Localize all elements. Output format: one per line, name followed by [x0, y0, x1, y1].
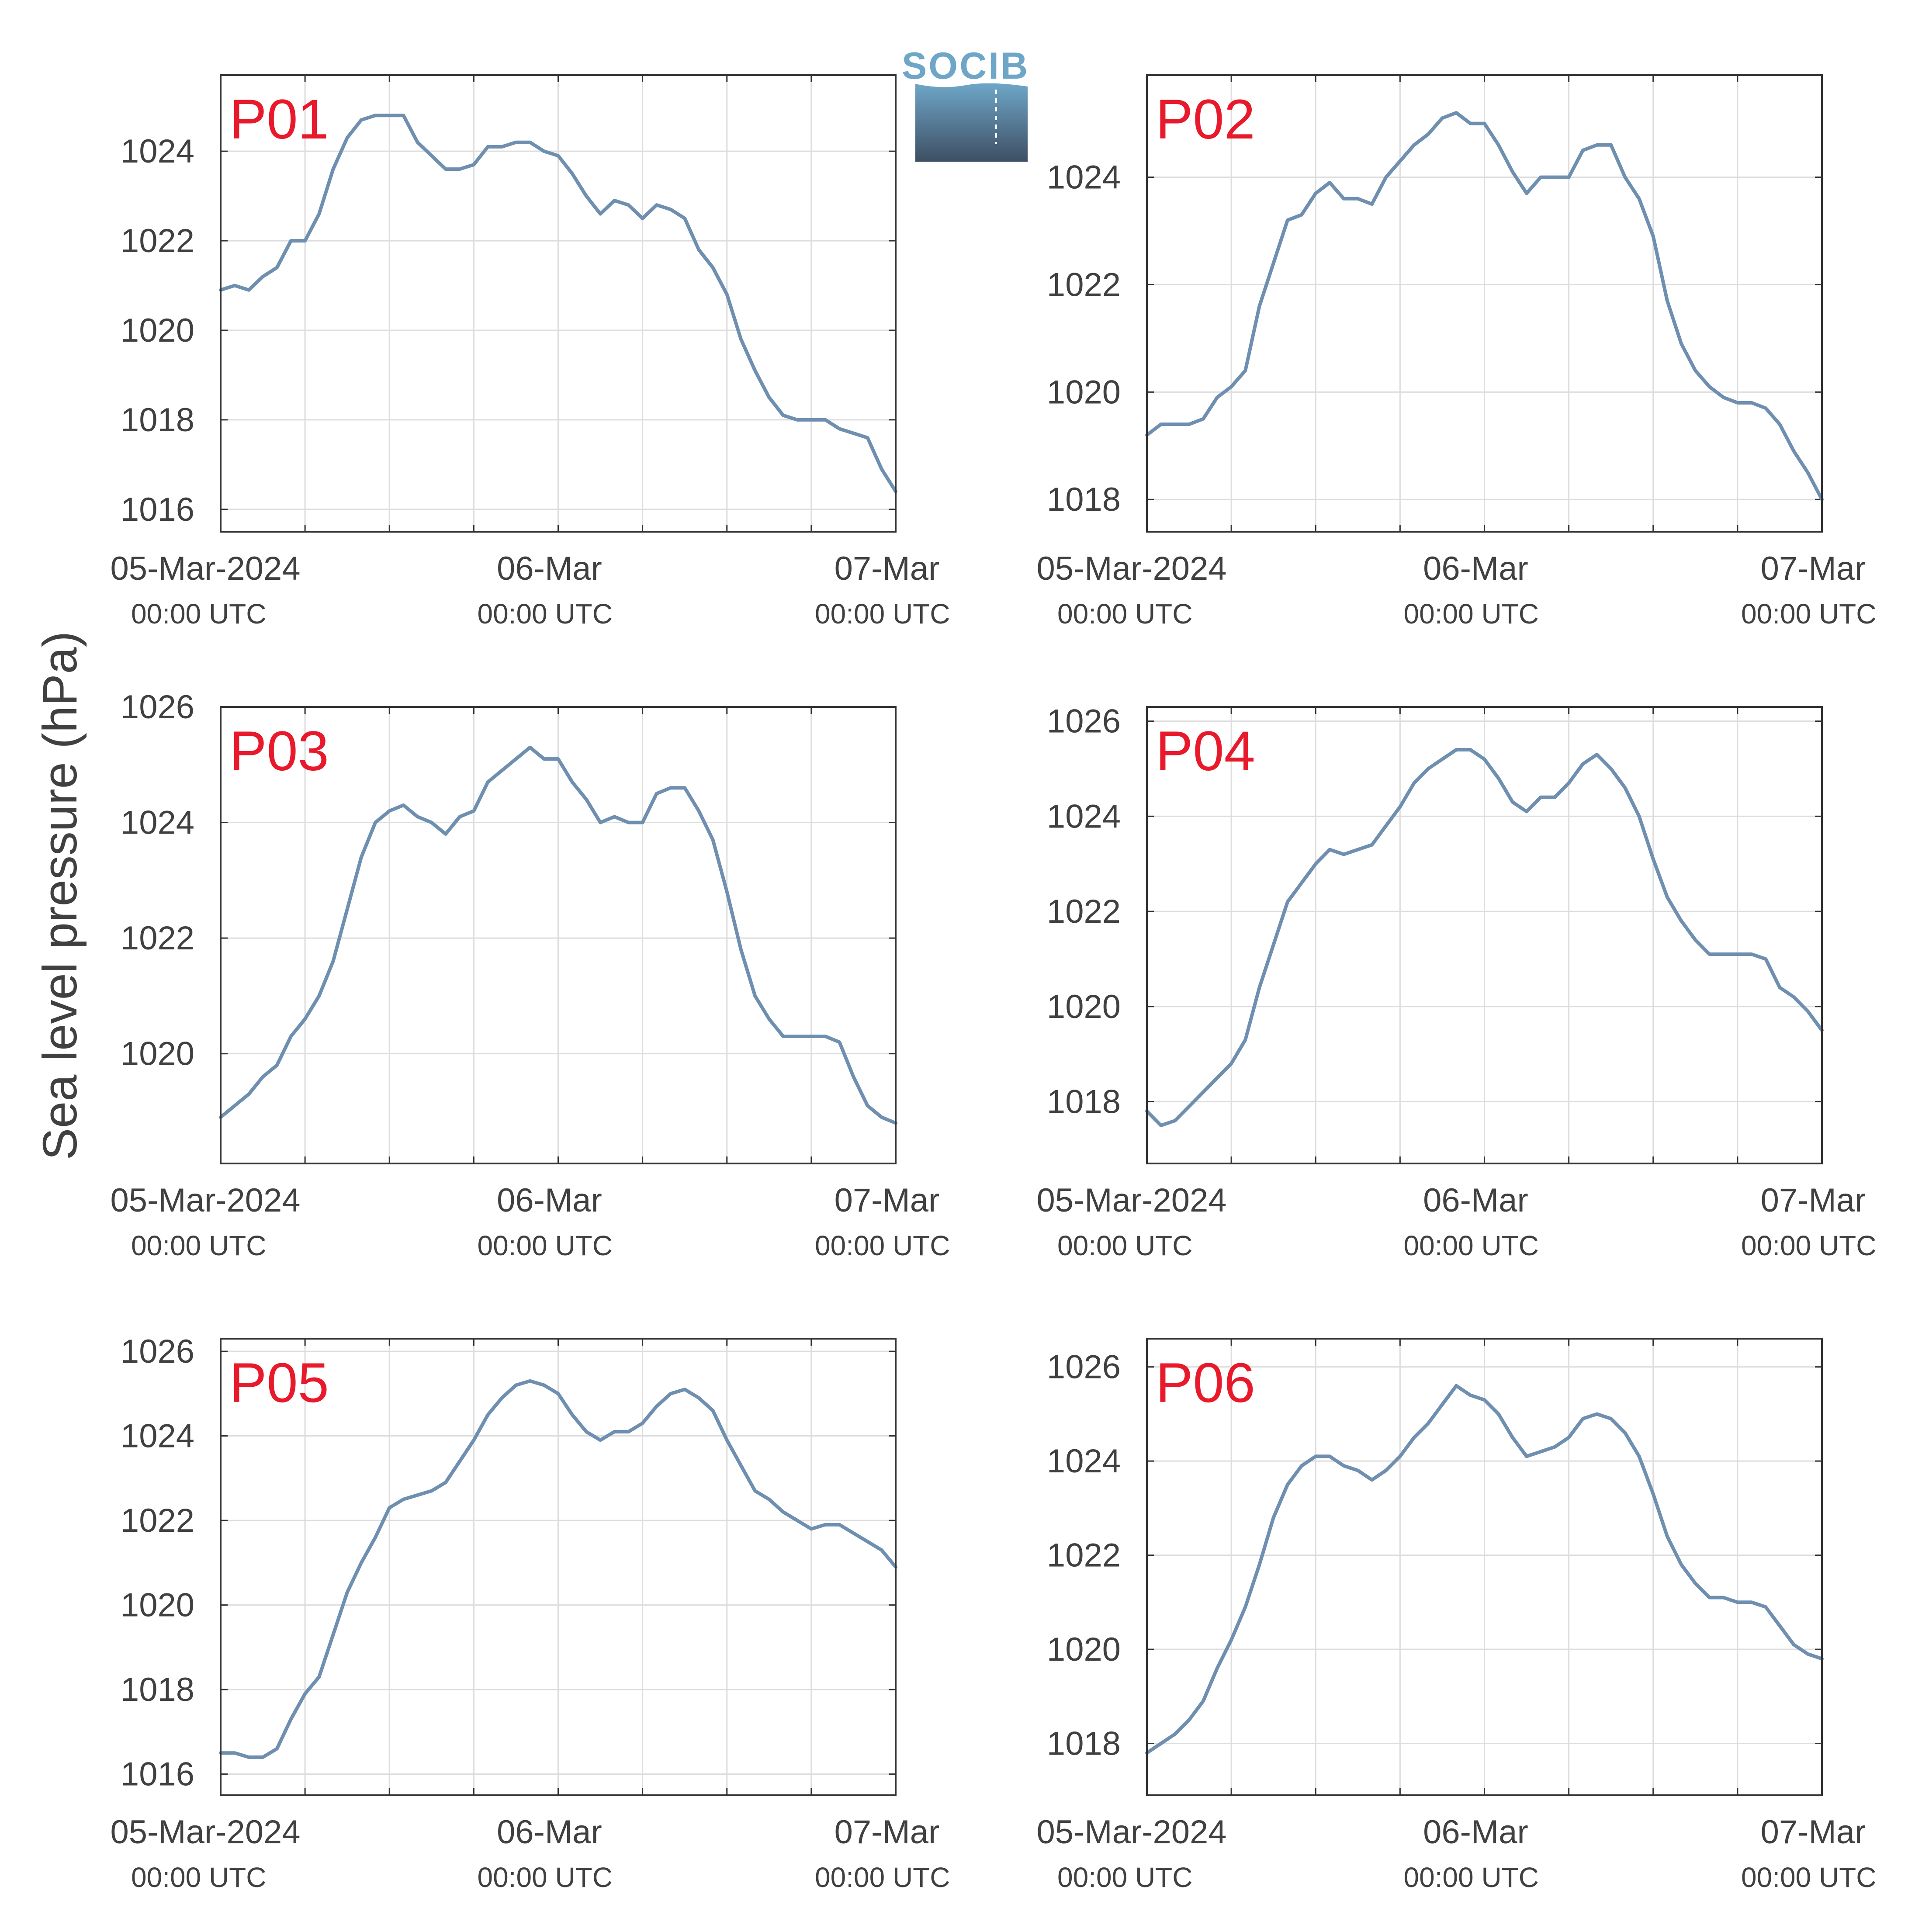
y-tick-label: 1026 [121, 689, 194, 726]
x-tick-sublabel: 00:00 UTC [815, 1862, 950, 1893]
x-tick-label: 06-Mar [497, 1814, 602, 1851]
series-line [1145, 1384, 1824, 1755]
y-axis-label: Sea level pressure (hPa) [33, 631, 87, 1160]
series-line [219, 745, 897, 1125]
plot-frame [220, 1338, 897, 1796]
y-tick-label: 1018 [121, 1671, 194, 1708]
x-tick-label: 05-Mar-2024 [110, 1182, 300, 1219]
y-tick-label: 1024 [1047, 159, 1121, 196]
x-tick-label: 07-Mar [1761, 1182, 1866, 1219]
x-tick-label: 07-Mar [1761, 550, 1866, 587]
series-line [1145, 111, 1824, 502]
y-tick-label: 1020 [121, 1035, 194, 1073]
panel-label: P02 [1156, 88, 1255, 151]
socib-logo: SOCIB [902, 45, 1029, 162]
y-tick-label: 1020 [121, 1587, 194, 1624]
plot-frame [220, 706, 897, 1164]
x-tick-sublabel: 00:00 UTC [1057, 1230, 1192, 1261]
y-tick-label: 1024 [1047, 798, 1121, 835]
panel-p01: 1016 1018 1020 1022 1024 P01 05-Mar-2024 00:00 … [110, 74, 950, 630]
y-tick-label: 1026 [121, 1333, 194, 1370]
x-tick-label: 05-Mar-2024 [1036, 1182, 1226, 1219]
series-line [219, 114, 897, 493]
x-tick-sublabel: 00:00 UTC [1741, 1230, 1876, 1261]
panel-label: P06 [1156, 1352, 1255, 1414]
y-tick-label: 1022 [1047, 1537, 1121, 1574]
x-tick-sublabel: 00:00 UTC [815, 1230, 950, 1261]
x-tick-label: 07-Mar [835, 1182, 940, 1219]
x-tick-label: 05-Mar-2024 [1036, 1814, 1226, 1851]
x-tick-sublabel: 00:00 UTC [478, 1230, 613, 1261]
panel-p02: 1018 1020 1022 1024 P02 05-Mar-2024 00:00 UTC 0… [1036, 74, 1876, 630]
x-tick-sublabel: 00:00 UTC [1404, 598, 1539, 630]
x-tick-label: 05-Mar-2024 [1036, 550, 1226, 587]
plot-frame [1146, 1338, 1823, 1796]
x-tick-label: 06-Mar [1423, 1814, 1528, 1851]
x-tick-label: 05-Mar-2024 [110, 550, 300, 587]
panel-p06: 1018 1020 1022 1024 1026 P06 05-Mar-2024 00:00 … [1036, 1338, 1876, 1893]
series-line [1145, 748, 1824, 1127]
plot-frame [220, 74, 897, 533]
plot-frame [1146, 706, 1823, 1164]
x-tick-sublabel: 00:00 UTC [478, 598, 613, 630]
x-tick-sublabel: 00:00 UTC [1057, 1862, 1192, 1893]
x-tick-sublabel: 00:00 UTC [815, 598, 950, 630]
y-tick-label: 1022 [1047, 893, 1121, 930]
y-tick-label: 1022 [121, 920, 194, 957]
x-tick-label: 06-Mar [497, 550, 602, 587]
x-tick-label: 07-Mar [835, 550, 940, 587]
y-tick-label: 1024 [121, 804, 194, 841]
y-tick-label: 1024 [1047, 1443, 1121, 1480]
y-tick-label: 1022 [121, 222, 194, 260]
panels: 1016 1018 1020 1022 1024 P01 05-Mar-2024 00:00 … [110, 74, 1876, 1893]
panel-p04: 1018 1020 1022 1024 1026 P04 05-Mar-2024 00:00 … [1036, 703, 1876, 1261]
panel-label: P03 [229, 720, 329, 782]
x-tick-sublabel: 00:00 UTC [131, 1862, 266, 1893]
x-tick-label: 07-Mar [1761, 1814, 1866, 1851]
y-tick-label: 1020 [1047, 988, 1121, 1025]
y-tick-label: 1024 [121, 1418, 194, 1455]
y-tick-label: 1018 [1047, 1083, 1121, 1120]
x-tick-sublabel: 00:00 UTC [1404, 1862, 1539, 1893]
y-tick-label: 1026 [1047, 1349, 1121, 1386]
panel-p03: 1020 1022 1024 1026 P03 05-Mar-2024 00:00 UTC 0… [110, 689, 950, 1261]
y-tick-label: 1020 [1047, 374, 1121, 411]
x-tick-sublabel: 00:00 UTC [1741, 598, 1876, 630]
x-tick-label: 06-Mar [1423, 1182, 1528, 1219]
y-tick-label: 1016 [121, 1756, 194, 1793]
panel-label: P05 [229, 1352, 329, 1414]
y-tick-label: 1026 [1047, 703, 1121, 740]
x-tick-sublabel: 00:00 UTC [131, 598, 266, 630]
y-tick-label: 1016 [121, 491, 194, 528]
panel-p05: 1016 1018 1020 1022 1024 1026 P05 05-Mar-2024 00… [110, 1333, 950, 1893]
x-tick-sublabel: 00:00 UTC [478, 1862, 613, 1893]
y-tick-label: 1024 [121, 133, 194, 170]
panel-label: P04 [1156, 720, 1255, 782]
y-tick-label: 1022 [121, 1502, 194, 1539]
logo-text: SOCIB [902, 45, 1029, 87]
x-tick-sublabel: 00:00 UTC [1404, 1230, 1539, 1261]
x-tick-sublabel: 00:00 UTC [1741, 1862, 1876, 1893]
x-tick-sublabel: 00:00 UTC [131, 1230, 266, 1261]
y-tick-label: 1018 [1047, 1725, 1121, 1762]
x-tick-label: 07-Mar [835, 1814, 940, 1851]
panel-label: P01 [229, 88, 329, 151]
y-tick-label: 1020 [1047, 1631, 1121, 1668]
y-tick-label: 1022 [1047, 266, 1121, 303]
y-tick-label: 1018 [1047, 481, 1121, 518]
logo-wave-icon [915, 83, 1028, 162]
y-tick-label: 1018 [121, 402, 194, 439]
x-tick-label: 06-Mar [497, 1182, 602, 1219]
x-tick-label: 05-Mar-2024 [110, 1814, 300, 1851]
plot-frame [1146, 74, 1823, 533]
y-tick-label: 1020 [121, 312, 194, 349]
x-tick-label: 06-Mar [1423, 550, 1528, 587]
series-line [219, 1379, 897, 1759]
x-tick-sublabel: 00:00 UTC [1057, 598, 1192, 630]
